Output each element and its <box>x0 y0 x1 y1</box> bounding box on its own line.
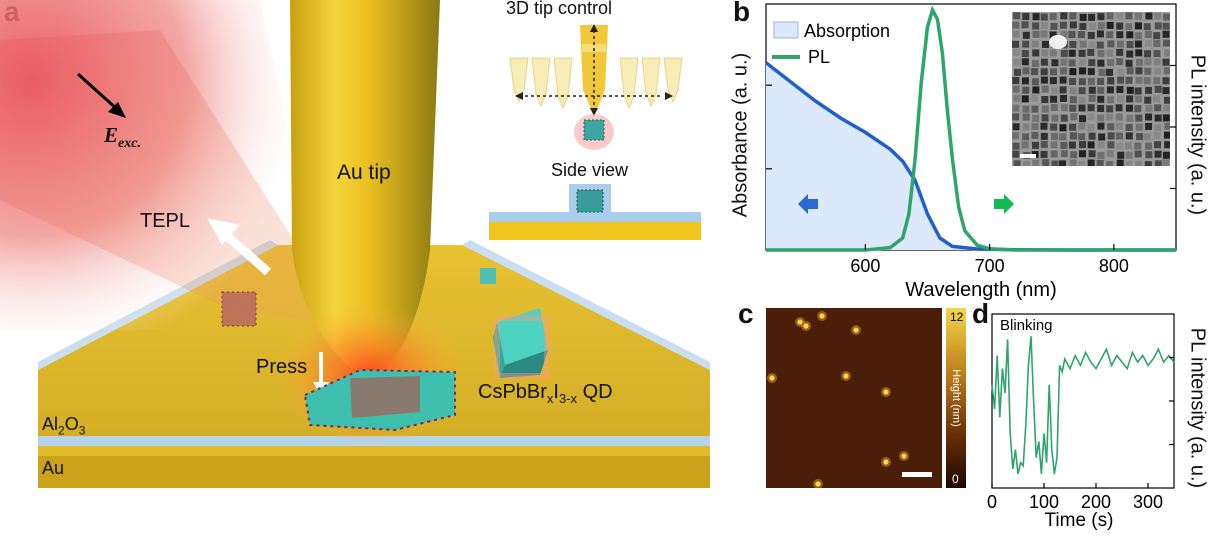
colorbar-min: 0 <box>952 472 959 486</box>
panel-d-ylabel: PL intensity (a. u.) <box>1186 327 1209 489</box>
scale-bar <box>902 472 932 477</box>
tem-image-inset <box>1012 12 1170 166</box>
panel-b-chart: 600 700 800 Wavelength (nm) Absorption PL <box>764 3 1177 300</box>
x-tick-label: 300 <box>1133 492 1163 512</box>
panel-b-ylabel-left: Absorbance (a. u.) <box>729 52 752 218</box>
panel-label-c: c <box>738 298 754 329</box>
quantum-dot-large <box>493 308 550 379</box>
blinking-trace <box>991 336 1175 475</box>
annotation-blinking: Blinking <box>1000 317 1053 334</box>
x-tick-label: 800 <box>1099 256 1129 276</box>
press-label: Press <box>256 356 308 378</box>
panel-a-illustration <box>0 0 710 488</box>
tip-control-title: 3D tip control <box>506 0 613 18</box>
x-axis-label: Time (s) <box>1045 510 1114 531</box>
right-axis-arrow-icon <box>994 194 1014 214</box>
panel-label-b: b <box>733 0 751 27</box>
x-tick-label: 600 <box>850 256 880 276</box>
legend-swatch-absorption <box>773 21 799 39</box>
plot-frame <box>991 313 1175 489</box>
al2o3-label: Al2O3 <box>42 414 86 438</box>
tip-control-diagram <box>509 24 683 150</box>
qd-label: CsPbBrxI3-x QD <box>478 381 613 406</box>
quantum-dot-pressed <box>303 368 456 432</box>
x-tick-label: 700 <box>975 256 1005 276</box>
panel-b-ylabel-right: PL intensity (a. u.) <box>1186 54 1209 216</box>
field-label: Eexc. <box>104 123 141 152</box>
tepl-label: TEPL <box>140 210 191 232</box>
tip-label: Au tip <box>337 161 391 184</box>
left-axis-arrow-icon <box>798 194 818 214</box>
panel-label-d: d <box>972 298 990 329</box>
legend-label-pl: PL <box>808 47 830 67</box>
quantum-dot-small <box>221 291 257 327</box>
pl-line <box>766 5 1176 252</box>
tepl-arrow-icon <box>207 218 271 276</box>
x-tick-label: 0 <box>987 492 997 512</box>
scale-bar <box>1020 154 1036 158</box>
absorption-fill <box>766 62 1176 250</box>
au-tip <box>290 0 440 375</box>
side-view-title: Side view <box>551 160 629 180</box>
x-tick-label: 100 <box>1029 492 1059 512</box>
field-arrow-icon <box>76 72 126 118</box>
x-tick-label: 200 <box>1081 492 1111 512</box>
panel-d-chart: 0 100 200 300 Time (s) Blinking <box>987 313 1175 531</box>
side-view-diagram <box>489 184 701 240</box>
height-colorbar <box>946 308 966 488</box>
colorbar-label: Height (nm) <box>950 369 962 427</box>
x-axis-label: Wavelength (nm) <box>905 279 1057 300</box>
quantum-dot-tiny <box>480 268 496 284</box>
au-substrate-label: Au <box>42 458 65 478</box>
legend-label-absorption: Absorption <box>804 21 890 41</box>
colorbar-max: 12 <box>950 310 964 324</box>
afm-height-map <box>766 308 942 488</box>
